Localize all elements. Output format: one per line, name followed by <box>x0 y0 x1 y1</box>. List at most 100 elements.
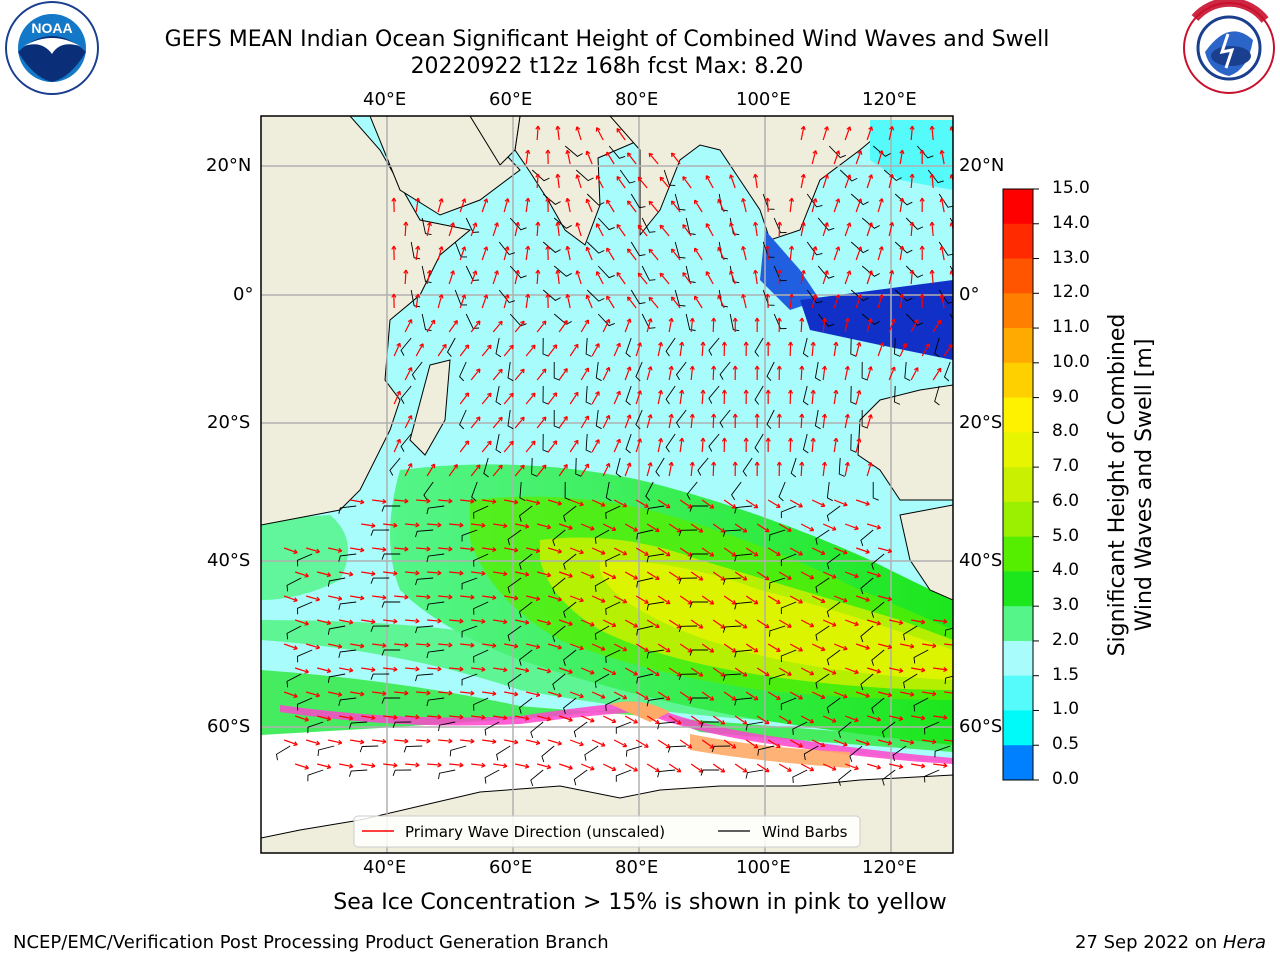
wind-barb <box>415 577 434 586</box>
wave-arrow-head <box>843 501 848 507</box>
wave-arrow-head <box>461 198 467 203</box>
wave-arrow-head <box>404 498 409 504</box>
wave-arrow-head <box>579 597 584 603</box>
noaa-logo: NOAA <box>5 1 99 95</box>
wave-direction-arrow <box>955 369 963 380</box>
wave-arrow-head <box>843 549 848 555</box>
wave-arrow-head <box>415 197 421 203</box>
wave-direction-arrow <box>679 499 693 509</box>
wave-direction-arrow <box>955 764 969 766</box>
lat-label: 20°N <box>206 155 252 176</box>
wave-direction-arrow <box>717 246 725 261</box>
wave-direction-arrow <box>602 463 610 477</box>
wind-barb <box>678 577 698 585</box>
wind-barb <box>678 625 698 633</box>
wind-barb <box>381 697 401 704</box>
wave-arrow-head <box>843 597 848 603</box>
wave-arrow-head <box>563 416 568 421</box>
wind-barb <box>498 289 516 304</box>
wave-direction-arrow <box>931 270 934 285</box>
wind-barb <box>663 169 676 186</box>
wave-direction-arrow <box>405 619 420 622</box>
wave-arrow-head <box>754 317 760 322</box>
wave-arrow-head <box>868 222 874 227</box>
wave-direction-arrow <box>844 318 849 333</box>
wave-direction-arrow <box>657 691 671 701</box>
wave-direction-arrow <box>569 595 584 602</box>
wave-arrow-head <box>899 197 905 203</box>
wave-arrow-head <box>315 692 321 698</box>
wave-direction-arrow <box>767 499 781 508</box>
wind-barb <box>338 649 357 658</box>
wave-arrow-head <box>437 666 442 672</box>
wave-direction-arrow <box>339 763 354 768</box>
wave-arrow-head <box>605 366 611 372</box>
wind-barb <box>381 649 401 656</box>
wind-barb <box>392 721 412 728</box>
wave-arrow-head <box>407 366 413 372</box>
wave-arrow-head <box>899 245 905 251</box>
wave-arrow-head <box>831 622 837 627</box>
wave-arrow-head <box>742 767 748 773</box>
wind-barb <box>389 457 401 476</box>
wave-direction-arrow <box>811 150 817 165</box>
wave-direction-arrow <box>866 126 873 141</box>
wind-barb <box>573 721 588 738</box>
wave-arrow-head <box>450 222 455 227</box>
wave-direction-arrow <box>659 272 670 285</box>
wind-barb <box>542 337 549 357</box>
wave-direction-arrow <box>899 343 907 357</box>
wave-direction-arrow <box>888 222 893 237</box>
wind-barb <box>861 313 880 325</box>
wind-barb <box>370 529 390 536</box>
wave-arrow-head <box>627 152 632 157</box>
wind-barb <box>689 697 709 704</box>
wave-arrow-head <box>585 294 591 300</box>
wave-direction-arrow <box>460 595 475 599</box>
wind-barb <box>495 385 502 406</box>
wave-direction-arrow <box>800 317 803 333</box>
wave-arrow-head <box>876 572 882 578</box>
wave-arrow-head <box>426 546 431 552</box>
wave-arrow-head <box>720 720 726 725</box>
wave-direction-arrow <box>637 176 648 189</box>
wave-arrow-head <box>743 437 749 442</box>
wave-direction-arrow <box>606 199 615 213</box>
wave-arrow-head <box>475 320 481 326</box>
wave-direction-arrow <box>437 294 443 309</box>
wind-barb <box>718 241 728 260</box>
wave-direction-arrow <box>459 440 470 453</box>
wind-barb <box>426 553 445 563</box>
wave-direction-arrow <box>515 523 530 528</box>
wind-barb <box>465 313 480 329</box>
wave-arrow-head <box>513 691 519 697</box>
wave-direction-arrow <box>591 547 606 555</box>
wave-direction-arrow <box>514 270 519 285</box>
wave-direction-arrow <box>671 152 681 165</box>
wind-barb <box>495 337 502 358</box>
wind-barb <box>400 433 412 452</box>
wave-direction-arrow <box>503 294 509 309</box>
wave-arrow-head <box>689 317 695 322</box>
wave-arrow-head <box>846 270 852 275</box>
wave-arrow-head <box>459 522 464 528</box>
wave-arrow-head <box>470 738 475 744</box>
wave-arrow-head <box>647 366 653 371</box>
wave-direction-arrow <box>627 152 637 165</box>
wave-arrow-head <box>637 272 643 278</box>
wave-direction-arrow <box>855 739 870 746</box>
wave-arrow-head <box>857 150 863 155</box>
wave-arrow-head <box>854 669 859 675</box>
wind-barb <box>802 433 809 454</box>
wind-barb <box>708 385 720 404</box>
wave-direction-arrow <box>470 368 481 381</box>
wave-direction-arrow <box>944 739 953 742</box>
wave-arrow-head <box>492 642 497 649</box>
wave-direction-arrow <box>811 294 817 309</box>
wave-direction-arrow <box>328 691 342 696</box>
wave-direction-arrow <box>372 643 387 647</box>
wave-arrow-head <box>304 572 309 578</box>
wave-direction-arrow <box>855 342 861 357</box>
wind-barb <box>729 313 740 332</box>
wave-direction-arrow <box>766 197 769 213</box>
